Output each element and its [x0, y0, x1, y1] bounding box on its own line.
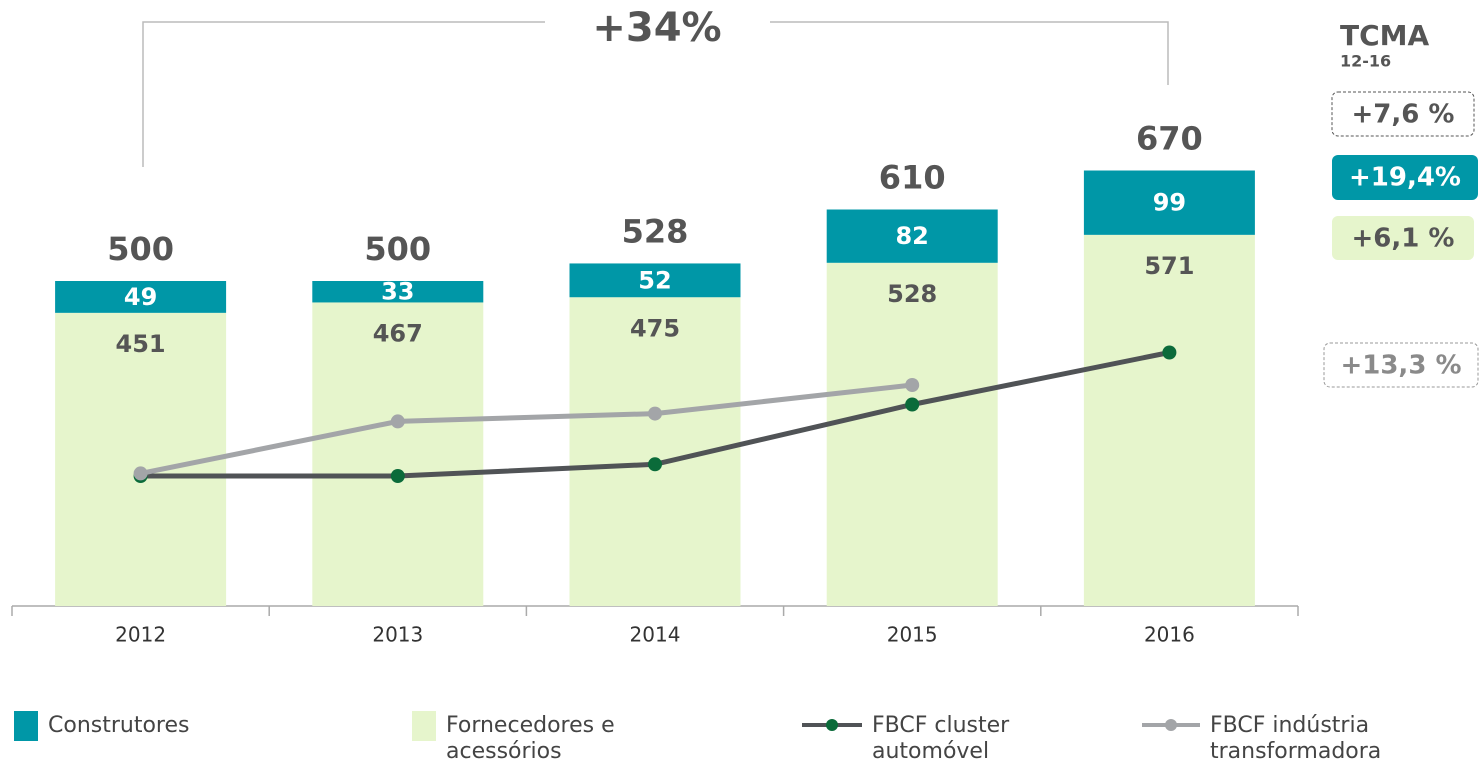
bar: [1083, 170, 1255, 235]
cagr-period: 12-16: [1340, 52, 1391, 71]
bar: [569, 263, 741, 298]
legend-swatch: [412, 711, 436, 741]
bar: [312, 302, 484, 606]
x-tick-label: 2012: [115, 623, 166, 647]
bar-value-label: 99: [1153, 189, 1186, 217]
growth-label: +34%: [592, 5, 721, 51]
x-tick-label: 2013: [372, 623, 423, 647]
bar-value-label: 475: [630, 314, 680, 342]
legend-line: [1140, 715, 1204, 735]
bar-value-label: 528: [887, 280, 937, 308]
growth-bracket: [142, 21, 1169, 167]
legend-label: FBCF cluster automóvel: [872, 713, 1010, 764]
bar-value-label: 52: [638, 266, 671, 294]
total-label: 670: [1136, 120, 1203, 158]
x-tick-label: 2014: [630, 623, 681, 647]
bar: [826, 262, 998, 606]
line-marker: [1162, 345, 1177, 360]
legend-swatch: [14, 711, 38, 741]
bar-value-label: 571: [1144, 252, 1194, 280]
line: [140, 382, 913, 476]
bar-value-label: 82: [895, 222, 928, 250]
cagr-box: [1332, 155, 1478, 200]
cagr-total: +7,6 %: [1352, 100, 1455, 130]
line-marker: [648, 406, 662, 421]
cagr-title: TCMA: [1340, 19, 1430, 52]
bar-value-label: 467: [373, 319, 423, 347]
line-marker: [648, 457, 662, 472]
cagr-box: [1323, 342, 1479, 388]
line-marker: [905, 378, 920, 392]
x-tick-label: 2016: [1144, 623, 1195, 647]
total-label: 500: [364, 230, 431, 268]
line-marker: [905, 397, 920, 412]
cagr-box: [1331, 91, 1475, 137]
bar-value-label: 33: [381, 278, 414, 306]
legend-label: Construtores: [48, 713, 190, 738]
total-label: 528: [622, 212, 689, 250]
total-label: 610: [879, 159, 946, 197]
bar: [1083, 234, 1255, 606]
line-marker: [390, 469, 405, 483]
bar-value-label: 451: [116, 330, 166, 358]
x-tick-label: 2015: [887, 623, 938, 647]
line-marker: [133, 466, 148, 481]
legend-label: Fornecedores e acessórios: [446, 713, 615, 764]
bar-value-label: 49: [124, 283, 157, 311]
legend-line: [802, 719, 862, 731]
cagr-construtores: +19,4%: [1349, 163, 1461, 193]
cagr-industria: +13,3 %: [1340, 351, 1461, 381]
bar: [826, 209, 998, 263]
total-label: 500: [107, 230, 174, 268]
bar: [312, 281, 484, 303]
cagr-fornecedores: +6,1 %: [1352, 224, 1455, 254]
cagr-box: [1332, 216, 1474, 260]
legend-label: FBCF indústria transformadora: [1210, 713, 1382, 764]
line-marker: [390, 414, 405, 429]
bar: [55, 281, 227, 313]
